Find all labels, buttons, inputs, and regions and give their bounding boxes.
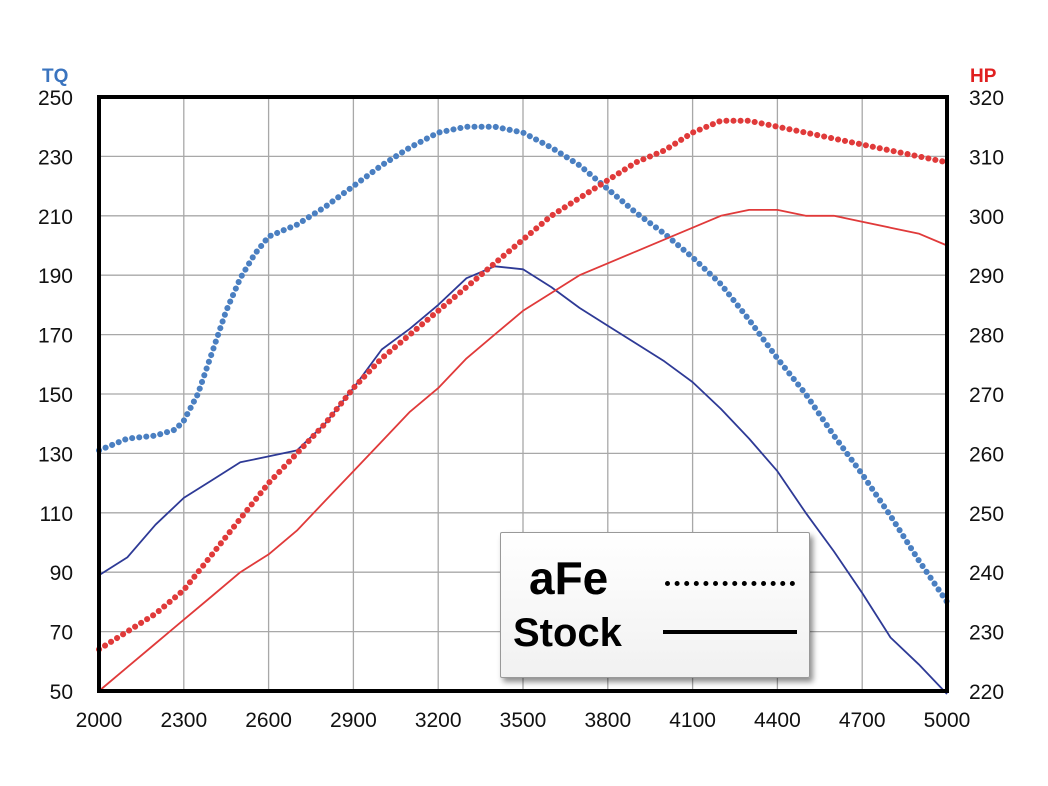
left-tick-label: 70 bbox=[50, 622, 73, 645]
left-tick-label: 130 bbox=[38, 443, 73, 466]
x-tick-label: 3800 bbox=[584, 709, 631, 732]
series-layer bbox=[96, 117, 950, 695]
series-stock-hp-line bbox=[98, 208, 948, 692]
x-tick-label: 2300 bbox=[160, 709, 207, 732]
left-tick-label: 170 bbox=[38, 325, 73, 348]
series-stock-tq-line bbox=[98, 265, 948, 695]
tick-labels: 2000 2300 2600 2900 3200 3500 3800 4100 4400 4700… bbox=[38, 87, 1004, 732]
left-tick-label: 230 bbox=[38, 146, 73, 169]
x-tick-label: 4100 bbox=[669, 709, 716, 732]
left-tick-label: 150 bbox=[38, 384, 73, 407]
x-tick-label: 3200 bbox=[415, 709, 462, 732]
right-axis-label: HP bbox=[970, 66, 997, 87]
legend-stock-label: Stock bbox=[513, 611, 622, 655]
series-afe-tq-line bbox=[96, 123, 950, 605]
legend-afe-label: aFe bbox=[529, 552, 609, 604]
right-tick-label: 260 bbox=[969, 443, 1004, 466]
x-tick-label: 4400 bbox=[754, 709, 801, 732]
left-axis-label: TQ bbox=[42, 66, 68, 87]
legend: aFe Stock bbox=[500, 532, 810, 678]
x-tick-label: 2900 bbox=[330, 709, 377, 732]
right-tick-label: 250 bbox=[969, 503, 1004, 526]
series-afe-hp-line bbox=[96, 117, 950, 653]
right-tick-label: 230 bbox=[969, 622, 1004, 645]
right-tick-label: 300 bbox=[969, 206, 1004, 229]
left-tick-label: 190 bbox=[38, 265, 73, 288]
plot-frame bbox=[97, 95, 949, 693]
legend-solid-swatch bbox=[663, 630, 797, 634]
legend-dotted-swatch bbox=[665, 581, 795, 586]
x-tick-label: 3500 bbox=[500, 709, 547, 732]
right-tick-label: 240 bbox=[969, 562, 1004, 585]
right-tick-label: 290 bbox=[969, 265, 1004, 288]
right-tick-label: 280 bbox=[969, 325, 1004, 348]
right-tick-label: 320 bbox=[969, 87, 1004, 110]
left-tick-label: 110 bbox=[40, 503, 73, 526]
right-tick-label: 270 bbox=[969, 384, 1004, 407]
right-tick-label: 220 bbox=[969, 681, 1004, 704]
left-tick-label: 50 bbox=[50, 681, 73, 704]
x-tick-label: 4700 bbox=[839, 709, 886, 732]
x-tick-label: 2000 bbox=[76, 709, 123, 732]
right-tick-label: 310 bbox=[969, 146, 1004, 169]
left-tick-label: 90 bbox=[50, 562, 73, 585]
x-tick-label: 2600 bbox=[245, 709, 292, 732]
left-tick-label: 250 bbox=[38, 87, 73, 110]
left-tick-label: 210 bbox=[38, 206, 73, 229]
x-tick-label: 5000 bbox=[924, 709, 971, 732]
